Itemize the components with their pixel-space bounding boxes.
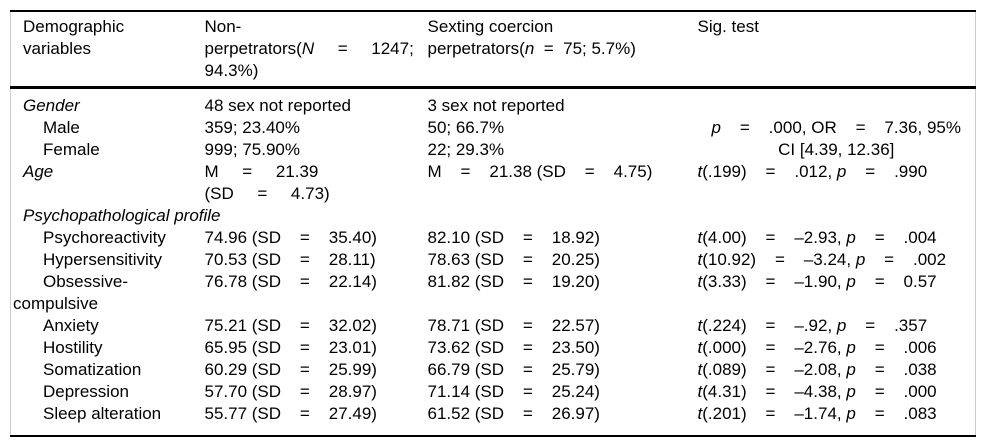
non-perpetrators-cell: 76.78 (SD = 22.14) [204,272,377,291]
perpetrators-cell: 22; 29.3% [427,140,505,159]
perpetrators-cell: 78.63 (SD = 20.25) [427,250,600,269]
sig-test-cell: p = .000, OR = 7.36, 95% CI [4.39, 12.36… [711,118,962,159]
non-perpetrators-cell: 999; 75.90% [204,140,300,159]
row-label: Psychopathological profile [23,206,221,225]
col-header-sexting-perpetrators: Sexting coercion perpetrators(n = 75; 5.… [425,11,696,89]
table-row: Psychopathological profile [11,205,976,227]
sig-test-cell: t(.224) = –.92, p = .357 [697,316,928,335]
non-perpetrators-cell: 48 sex not reported [204,96,351,115]
perpetrators-cell: 3 sex not reported [427,96,565,115]
perpetrators-cell: 61.52 (SD = 26.97) [427,404,600,423]
sig-test-cell: t(4.31) = –4.38, p = .000 [697,382,937,401]
row-label: Obsessive- compulsive [13,272,129,313]
table-row: Psychoreactivity 74.96 (SD = 35.40) 82.10 … [11,227,976,249]
sig-test-cell: t(.000) = –2.76, p = .006 [697,338,937,357]
non-perpetrators-cell: 57.70 (SD = 28.97) [204,382,377,401]
row-label: Hostility [43,338,103,357]
table-row: Somatization 60.29 (SD = 25.99) 66.79 (SD … [11,359,976,381]
sig-test-cell: t(4.00) = –2.93, p = .004 [697,228,937,247]
non-perpetrators-cell: 75.21 (SD = 32.02) [204,316,377,335]
perpetrators-cell: 82.10 (SD = 18.92) [427,228,600,247]
row-label: Male [43,118,80,137]
non-perpetrators-cell: M = 21.39 (SD = 4.73) [204,162,330,203]
perpetrators-cell: 71.14 (SD = 25.24) [427,382,600,401]
table-row: Anxiety 75.21 (SD = 32.02) 78.71 (SD = 22.… [11,315,976,337]
row-label: Sleep alteration [43,404,162,423]
row-label: Depression [43,382,129,401]
sig-test-cell: t(3.33) = –1.90, p = 0.57 [697,272,937,291]
table-row: Male 359; 23.40% 50; 66.7% p = .000, OR = 7… [11,117,976,159]
table-body: Gender 48 sex not reported 3 sex not repor… [11,88,976,437]
perpetrators-cell: 50; 66.7% [427,118,505,137]
row-label: Female [43,140,100,159]
non-perpetrators-cell: 60.29 (SD = 25.99) [204,360,377,379]
sig-test-cell: t(.199) = .012, p = .990 [697,162,928,181]
perpetrators-cell: 66.79 (SD = 25.79) [427,360,600,379]
perpetrators-cell: M = 21.38 (SD = 4.75) [427,162,653,181]
col-header-sig-test: Sig. test [695,11,976,89]
row-label: Gender [23,96,80,115]
non-perpetrators-cell: 55.77 (SD = 27.49) [204,404,377,423]
row-label: Hypersensitivity [43,250,163,269]
perpetrators-cell [426,205,696,227]
sig-test-cell [696,88,976,118]
non-perpetrators-cell: 74.96 (SD = 35.40) [204,228,377,247]
non-perpetrators-cell: 359; 23.40% [204,118,300,137]
perpetrators-cell: 81.82 (SD = 19.20) [427,272,600,291]
table-row: Hypersensitivity 70.53 (SD = 28.11) 78.63 … [11,249,976,271]
row-label: Anxiety [43,316,99,335]
col-header-demographic-variables: Demographic variables [10,11,203,89]
table-header: Demographic variables Non- perpetrators(… [10,11,976,89]
table-row: Female 999; 75.90% 22; 29.3% [11,139,976,161]
perpetrators-cell: 78.71 (SD = 22.57) [427,316,600,335]
non-perpetrators-cell: 70.53 (SD = 28.11) [204,250,376,269]
table-row: Gender 48 sex not reported 3 sex not repor… [11,88,976,118]
table-row: Age M = 21.39 (SD = 4.73) M = 21.38 (SD = … [11,161,976,205]
header-row: Demographic variables Non- perpetrators(… [10,11,976,89]
sig-test-cell: t(.089) = –2.08, p = .038 [697,360,937,379]
non-perpetrators-cell: 65.95 (SD = 23.01) [204,338,377,357]
sig-test-cell: t(10.92) = –3.24, p = .002 [697,250,947,269]
table-row: Obsessive- compulsive 76.78 (SD = 22.14) 8… [11,271,976,315]
table-row: Hostility 65.95 (SD = 23.01) 73.62 (SD = 2… [11,337,976,359]
demographics-table: Demographic variables Non- perpetrators(… [10,10,976,437]
sig-test-cell [696,205,976,227]
table-row: Sleep alteration 55.77 (SD = 27.49) 61.52 … [11,403,976,436]
col-header-non-perpetrators: Non- perpetrators(N = 1247; 94.3%) [202,11,426,89]
row-label: Age [23,162,54,181]
row-label: Psychoreactivity [43,228,166,247]
sig-test-cell: t(.201) = –1.74, p = .083 [697,404,937,423]
table-row: Depression 57.70 (SD = 28.97) 71.14 (SD = … [11,381,976,403]
row-label: Somatization [43,360,142,379]
perpetrators-cell: 73.62 (SD = 23.50) [427,338,600,357]
table-container: Demographic variables Non- perpetrators(… [10,10,976,437]
